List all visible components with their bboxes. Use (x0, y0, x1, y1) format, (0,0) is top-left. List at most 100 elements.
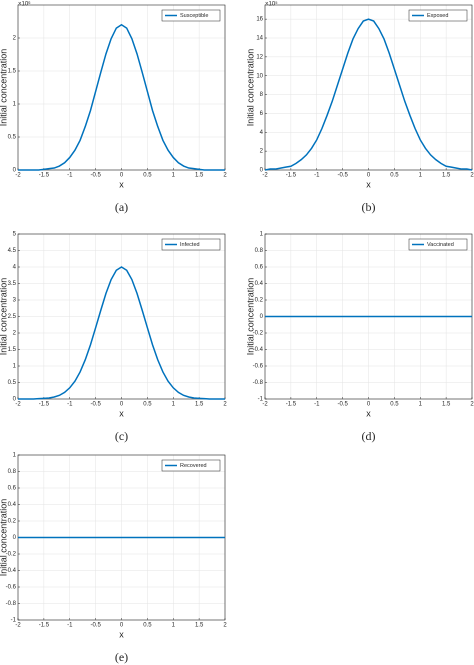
y-tick-label: -0.6 (6, 585, 17, 591)
x-tick-label: 0.5 (143, 173, 152, 179)
y-tick-label: 10 (256, 73, 263, 79)
y-tick-label: 1 (13, 364, 17, 370)
x-tick-label: 2 (223, 173, 227, 179)
y-tick-label: 16 (256, 17, 263, 23)
x-tick-label: 1.5 (195, 173, 204, 179)
y-tick-label: 0.5 (8, 380, 17, 386)
x-tick-label: -1.5 (39, 402, 50, 408)
x-tick-label: -1 (67, 623, 73, 629)
x-tick-label: 0 (367, 402, 371, 408)
series-line (18, 23, 225, 171)
x-tick-label: 2 (470, 173, 474, 179)
legend: Susceptible (161, 9, 221, 22)
x-tick-label: -0.5 (337, 402, 348, 408)
x-tick-label: -1 (314, 173, 320, 179)
x-tick-label: 1 (172, 623, 176, 629)
x-tick-label: 1.5 (442, 402, 451, 408)
x-tick-label: -1.5 (286, 402, 297, 408)
x-tick-label: -2 (262, 173, 268, 179)
x-tick-label: 0 (120, 623, 124, 629)
legend: Exposed (408, 9, 468, 22)
y-tick-label: 1 (260, 232, 264, 238)
x-tick-label: -0.5 (90, 402, 101, 408)
y-tick-label: 3.5 (8, 281, 17, 287)
axes-box (17, 4, 226, 171)
x-tick-label: 0.5 (390, 173, 399, 179)
y-tick-label: -0.8 (6, 601, 17, 607)
x-axis-label: x (119, 179, 124, 189)
y-tick-label: 0.8 (8, 469, 17, 475)
y-tick-label: -0.4 (6, 568, 17, 574)
legend: Infected (161, 238, 221, 251)
axes-box (264, 4, 473, 171)
y-tick-label: 5 (13, 232, 17, 238)
caption: (a) (115, 200, 128, 214)
legend-box (161, 459, 221, 472)
y-axis-label: Initial concentration (245, 278, 255, 356)
y-tick-label: 0 (13, 397, 17, 403)
x-tick-label: 1 (172, 173, 176, 179)
x-tick-label: -2 (15, 402, 21, 408)
x-tick-label: 0.5 (143, 623, 152, 629)
y-tick-label: 0.2 (8, 519, 17, 525)
x-tick-label: 1.5 (195, 623, 204, 629)
x-axis-label: x (366, 408, 371, 418)
y-tick-label: 8 (260, 92, 264, 98)
legend-label: Infected (180, 242, 200, 248)
y-tick-label: 2 (13, 36, 17, 42)
legend: Recovered (161, 459, 221, 472)
y-axis-label: Initial concentration (0, 49, 8, 127)
y-tick-label: 2 (13, 331, 17, 337)
subplot: -2 -1.5 -1 -0.5 0 0.5 1 1.5 2 -1 -0.8 -0.6 -0.4 -0.2 0… (0, 453, 227, 664)
subplot: -2 -1.5 -1 -0.5 0 0.5 1 1.5 2 0 0.5 1 1.5 2 ×10⁶ x Initi… (0, 1, 227, 214)
y-tick-label: 0.8 (255, 248, 264, 254)
x-axis-label: x (119, 629, 124, 639)
x-tick-label: 0.5 (143, 402, 152, 408)
y-tick-label: -1 (11, 618, 17, 624)
legend-box (161, 9, 221, 22)
y-tick-label: -0.2 (253, 331, 264, 337)
x-tick-label: -1.5 (39, 623, 50, 629)
x-tick-label: -1.5 (39, 173, 50, 179)
y-tick-label: 6 (260, 111, 264, 117)
y-tick-label: 0.4 (255, 281, 264, 287)
caption: (c) (115, 429, 128, 443)
y-tick-label: 0.5 (8, 135, 17, 141)
x-tick-label: -1 (67, 173, 73, 179)
legend-box (408, 238, 468, 251)
y-tick-label: 4 (260, 130, 264, 136)
y-axis-label: Initial concentration (245, 49, 255, 127)
x-tick-label: 2 (223, 402, 227, 408)
x-tick-label: 0.5 (390, 402, 399, 408)
subplot: -2 -1.5 -1 -0.5 0 0.5 1 1.5 2 -1 -0.8 -0.6 -0.4 -0.2 0… (245, 232, 474, 443)
x-tick-label: 1 (419, 173, 423, 179)
y-tick-label: -0.2 (6, 552, 17, 558)
y-tick-label: 0 (13, 168, 17, 174)
y-axis-label: Initial concentration (0, 499, 8, 577)
x-tick-label: 0 (367, 173, 371, 179)
caption: (e) (115, 650, 128, 664)
x-tick-label: 1.5 (442, 173, 451, 179)
y-tick-label: -0.8 (253, 380, 264, 386)
y-tick-label: -0.6 (253, 364, 264, 370)
legend-box (161, 238, 221, 251)
y-tick-label: 0.6 (255, 265, 264, 271)
series-line (264, 18, 473, 171)
y-exponent: ×10⁶ (18, 1, 31, 8)
subplot: -2 -1.5 -1 -0.5 0 0.5 1 1.5 2 0 2 4 6 8 10 12 14 16 ×10⁵ x I… (245, 1, 474, 214)
y-tick-label: 1.5 (8, 347, 17, 353)
legend: Vaccinated (408, 238, 468, 251)
axes-box (17, 233, 226, 400)
x-tick-label: 0 (120, 173, 124, 179)
y-tick-label: 1 (13, 453, 17, 459)
legend-label: Susceptible (180, 13, 208, 19)
legend-label: Exposed (427, 13, 448, 19)
x-tick-label: 1 (419, 402, 423, 408)
x-tick-label: -2 (15, 173, 21, 179)
caption: (b) (362, 200, 376, 214)
y-tick-label: -1 (258, 397, 264, 403)
x-axis-label: x (119, 408, 124, 418)
x-tick-label: 2 (223, 623, 227, 629)
subplot: -2 -1.5 -1 -0.5 0 0.5 1 1.5 2 0 0.5 1 1.5 2 2.5 3 3.5 4 4.… (0, 232, 227, 443)
